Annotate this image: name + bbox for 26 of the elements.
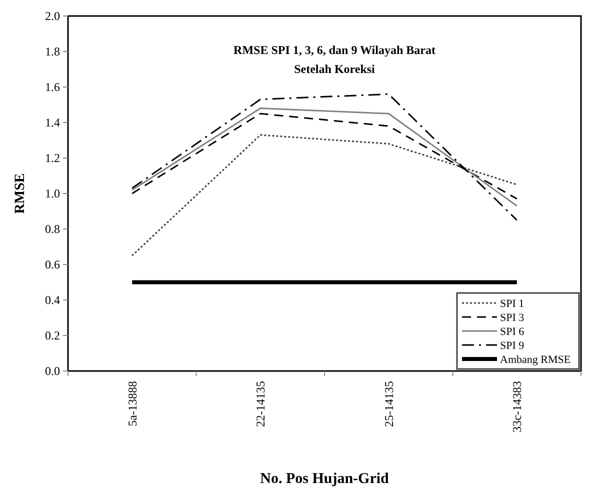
y-tick-label: 1.8: [45, 44, 60, 59]
legend-label: SPI 1: [500, 298, 524, 310]
y-tick-label: 0.2: [45, 328, 60, 343]
y-tick-label: 0.0: [45, 364, 60, 378]
x-tick-label: 33c-14383: [510, 381, 524, 432]
text: Setelah Koreksi: [294, 62, 376, 76]
x-tick-label: 22-14135: [254, 381, 268, 427]
text: RMSE SPI 1, 3, 6, dan 9 Wilayah Barat: [234, 43, 436, 57]
y-tick-label: 0.8: [45, 222, 60, 236]
x-tick-label: 5a-13888: [125, 381, 140, 426]
y-tick-label: 1.4: [45, 116, 60, 130]
y-tick-label: 0.6: [45, 258, 60, 272]
y-axis-title: RMSE: [13, 173, 28, 214]
x-axis-title: No. Pos Hujan-Grid: [260, 471, 390, 487]
legend-label: SPI 6: [500, 326, 525, 338]
legend-label: SPI 9: [500, 340, 525, 352]
y-tick-label: 0.4: [45, 293, 60, 308]
legend-label: SPI 3: [500, 312, 525, 324]
legend-label: Ambang RMSE: [500, 354, 571, 366]
y-tick-label: 2.0: [45, 9, 60, 24]
y-tick-label: 1.6: [45, 80, 60, 94]
line-series: [131, 93, 518, 221]
x-tick-label: 25-14135: [382, 381, 396, 427]
line-series: [131, 134, 518, 256]
y-tick-label: 1.2: [45, 151, 60, 166]
y-tick-label: 1.0: [45, 186, 60, 201]
